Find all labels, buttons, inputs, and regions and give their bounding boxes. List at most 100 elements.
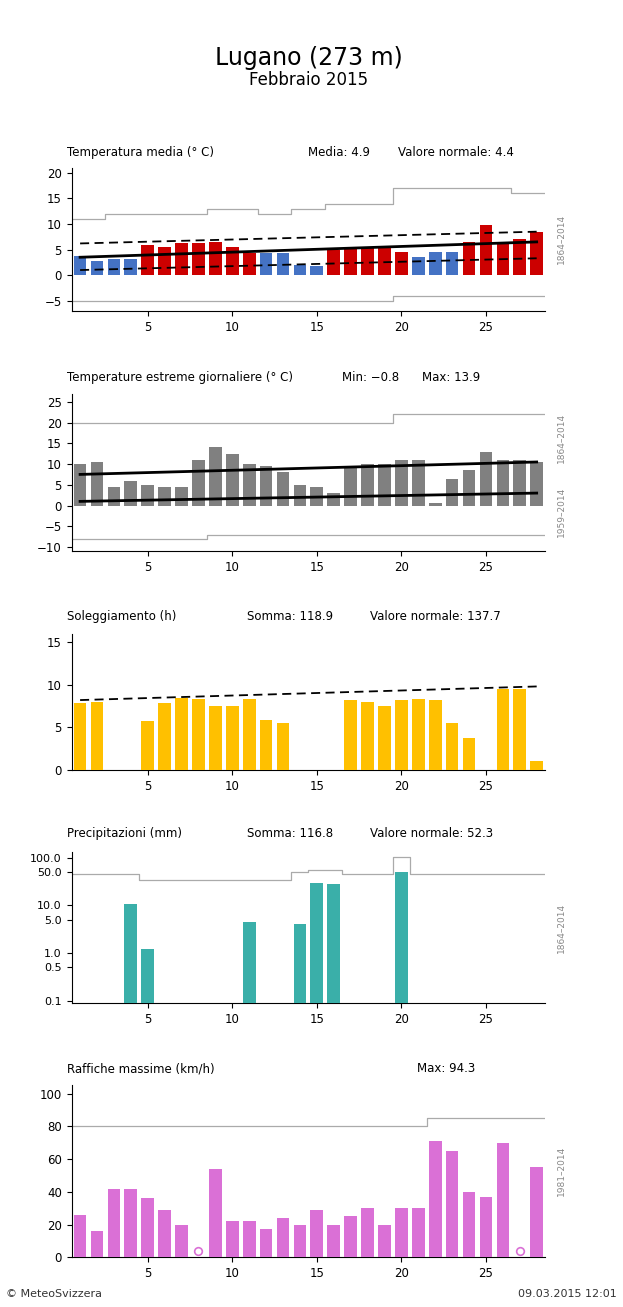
Bar [293,924,307,1307]
Bar [141,246,154,276]
Text: Febbraio 2015: Febbraio 2015 [249,72,368,89]
Bar [395,1208,407,1257]
Text: Valore normale: 4.4: Valore normale: 4.4 [398,146,514,159]
Text: Somma: 116.8: Somma: 116.8 [247,827,333,840]
Bar [260,254,272,276]
Bar [192,243,205,276]
Bar [429,701,442,770]
Bar [91,702,103,770]
Bar [310,882,323,1307]
Bar [209,1168,222,1257]
Bar [412,460,425,506]
Bar [480,225,492,276]
Bar [175,488,188,506]
Bar [446,1151,459,1257]
Bar [345,467,357,506]
Bar [158,1210,171,1257]
Bar [192,699,205,770]
Bar [328,493,340,506]
Bar [277,723,289,770]
Bar [158,488,171,506]
Bar [412,257,425,276]
Bar [175,1225,188,1257]
Bar [125,904,137,1307]
Bar [513,689,526,770]
Bar [226,247,239,276]
Bar [310,488,323,506]
Bar [429,252,442,276]
Bar [378,464,391,506]
Bar [480,452,492,506]
Bar [243,254,255,276]
Bar [530,231,543,276]
Bar [175,698,188,770]
Text: Min: −0.8: Min: −0.8 [341,371,399,384]
Bar [530,461,543,506]
Bar [395,872,407,1307]
Bar [497,689,509,770]
Bar [125,481,137,506]
Bar [429,1141,442,1257]
Bar [310,1210,323,1257]
Text: Precipitazioni (mm): Precipitazioni (mm) [67,827,182,840]
Bar [412,699,425,770]
Bar [277,1218,289,1257]
Bar [74,464,87,506]
Text: Somma: 118.9: Somma: 118.9 [247,610,333,623]
Text: Temperatura media (° C): Temperatura media (° C) [67,146,214,159]
Bar [328,884,340,1307]
Bar [74,256,87,276]
Bar [345,701,357,770]
Text: 1864–2014: 1864–2014 [557,903,566,953]
Bar [497,243,509,276]
Text: Valore normale: 137.7: Valore normale: 137.7 [370,610,501,623]
Bar [310,265,323,276]
Bar [260,467,272,506]
Bar [108,259,120,276]
Bar [446,252,459,276]
Bar [293,265,307,276]
Bar [361,1208,374,1257]
Bar [293,485,307,506]
Bar [226,706,239,770]
Bar [412,1208,425,1257]
Bar [463,242,475,276]
Bar [209,706,222,770]
Bar [108,1188,120,1257]
Text: Raffiche massime (km/h): Raffiche massime (km/h) [67,1063,214,1076]
Bar [74,1214,87,1257]
Bar [446,723,459,770]
Bar [429,503,442,506]
Bar [260,1230,272,1257]
Bar [277,472,289,506]
Bar [513,460,526,506]
Text: 1864–2014: 1864–2014 [557,413,566,463]
Text: Lugano (273 m): Lugano (273 m) [214,46,402,69]
Bar [175,243,188,276]
Bar [243,699,255,770]
Bar [243,1221,255,1257]
Bar [209,242,222,276]
Bar [513,239,526,276]
Text: Temperature estreme giornaliere (° C): Temperature estreme giornaliere (° C) [67,371,293,384]
Bar [497,460,509,506]
Text: 1864–2014: 1864–2014 [557,214,566,264]
Bar [243,464,255,506]
Bar [345,1217,357,1257]
Bar [361,702,374,770]
Bar [530,1167,543,1257]
Bar [158,703,171,770]
Text: Max: 13.9: Max: 13.9 [422,371,480,384]
Bar [497,1142,509,1257]
Bar [141,721,154,770]
Bar [226,1221,239,1257]
Text: 1959–2014: 1959–2014 [557,486,566,537]
Bar [260,720,272,770]
Text: Max: 94.3: Max: 94.3 [417,1063,475,1076]
Bar [293,1225,307,1257]
Bar [209,447,222,506]
Bar [91,1231,103,1257]
Bar [446,478,459,506]
Bar [277,254,289,276]
Bar [378,706,391,770]
